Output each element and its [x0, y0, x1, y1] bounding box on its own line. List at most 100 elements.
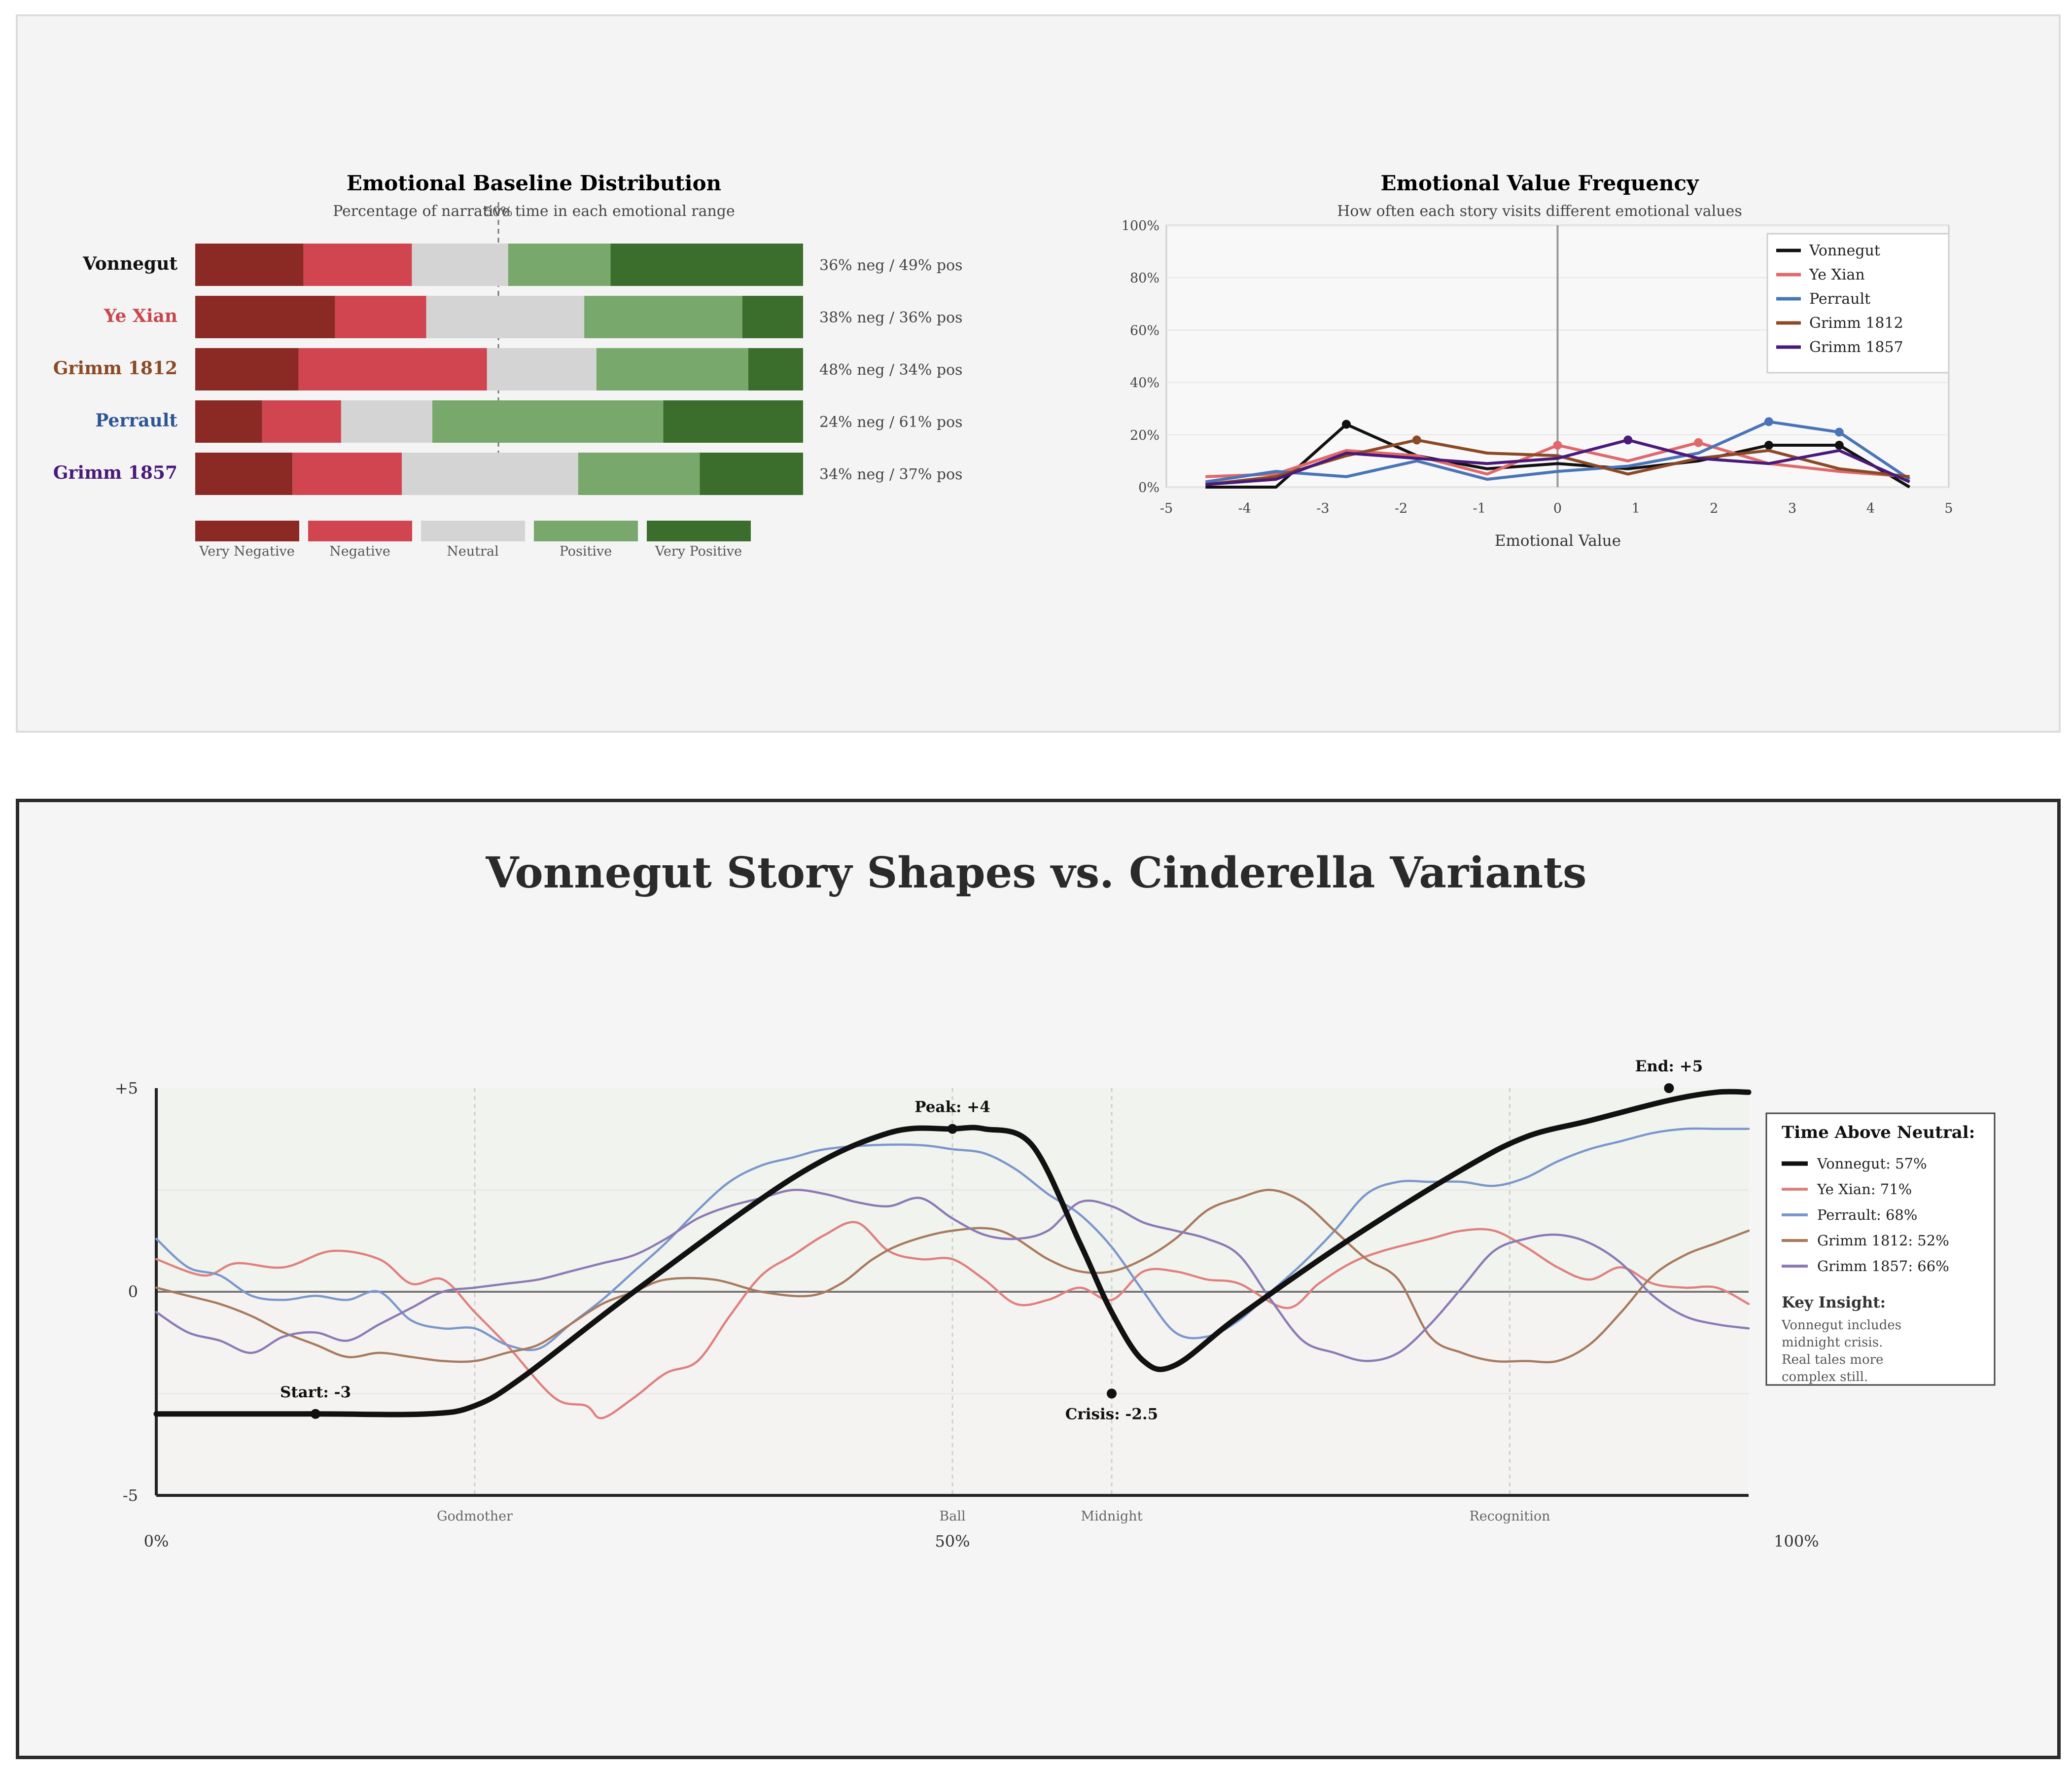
- bar-segment: [596, 348, 749, 390]
- bar-segment: [584, 296, 742, 338]
- legend-label: Perrault: [1809, 290, 1870, 308]
- series-point: [1764, 441, 1773, 450]
- bar-segment: [262, 400, 341, 443]
- x-tick-label: 3: [1788, 501, 1796, 516]
- event-label: Recognition: [1469, 1509, 1550, 1524]
- legend-swatch: [421, 521, 525, 541]
- series-point: [1834, 441, 1844, 450]
- legend-label: Perrault: 68%: [1817, 1206, 1917, 1223]
- legend-swatch: [534, 521, 638, 541]
- insight-title: Key Insight:: [1782, 1294, 1886, 1311]
- bar-segment: [578, 453, 700, 495]
- x-tick-label: -1: [1473, 501, 1486, 516]
- insight-line: midnight crisis.: [1782, 1335, 1883, 1350]
- x-tick-label: 50%: [935, 1532, 970, 1551]
- legend-label: Grimm 1812: [1809, 315, 1903, 332]
- x-tick-label: 100%: [1774, 1532, 1819, 1551]
- annotation-point: [948, 1124, 957, 1134]
- annotation-point: [1107, 1388, 1117, 1399]
- bar-segment: [195, 400, 262, 443]
- legend-label: Very Negative: [199, 544, 294, 559]
- series-line: [153, 1089, 1752, 1417]
- series-line: [1205, 423, 1911, 489]
- row-summary: 36% neg / 49% pos: [819, 257, 963, 274]
- event-label: Godmother: [437, 1509, 513, 1524]
- chart-title: Emotional Value Frequency: [1380, 171, 1699, 195]
- bar-segment: [432, 400, 664, 443]
- series-point: [1342, 420, 1351, 429]
- bar-segment: [610, 244, 803, 286]
- legend-label: Ye Xian: [1809, 266, 1865, 283]
- bar-segment: [663, 400, 803, 443]
- bar-segment: [742, 296, 803, 338]
- x-axis-label: Emotional Value: [1495, 532, 1621, 550]
- bar-segment: [508, 244, 611, 286]
- series-line: [155, 1189, 1750, 1362]
- event-label: Midnight: [1081, 1509, 1142, 1524]
- legend-label: Ye Xian: 71%: [1817, 1181, 1912, 1198]
- baseline-distribution-chart: Emotional Baseline Distribution Percenta…: [53, 171, 963, 559]
- chart-subtitle: Percentage of narrative time in each emo…: [333, 203, 735, 220]
- series-line: [155, 1127, 1750, 1351]
- annotation-label: Start: -3: [280, 1383, 351, 1401]
- bar-segment: [487, 348, 597, 390]
- y-tick-label: +5: [115, 1079, 138, 1098]
- bar-segment: [195, 453, 293, 495]
- series-line: [155, 1189, 1750, 1364]
- series-line: [1205, 438, 1910, 486]
- legend-swatch: [195, 521, 299, 541]
- x-tick-label: -4: [1238, 501, 1251, 516]
- legend-label: Neutral: [447, 544, 498, 559]
- bar-segment: [426, 296, 585, 338]
- legend-swatch: [647, 521, 751, 541]
- insight-line: complex still.: [1782, 1370, 1868, 1384]
- insight-line: Vonnegut includes: [1781, 1318, 1901, 1333]
- y-tick-label: 60%: [1130, 323, 1159, 338]
- row-label: Vonnegut: [82, 253, 177, 274]
- series-point: [1623, 435, 1633, 445]
- bar-segment: [341, 400, 432, 443]
- row-label: Ye Xian: [104, 306, 177, 326]
- chart-title: Vonnegut Story Shapes vs. Cinderella Var…: [486, 848, 1587, 898]
- event-label: Ball: [939, 1509, 965, 1524]
- y-tick-label: 100%: [1122, 218, 1159, 234]
- legend-label: Grimm 1857: [1809, 339, 1903, 356]
- legend-label: Negative: [329, 544, 390, 559]
- y-tick-label: 20%: [1130, 428, 1159, 443]
- series-line: [1205, 420, 1911, 484]
- bar-segment: [195, 296, 335, 338]
- legend-title: Time Above Neutral:: [1782, 1123, 1975, 1142]
- series-point: [1553, 441, 1562, 450]
- row-summary: 38% neg / 36% pos: [819, 309, 963, 326]
- chart-title: Emotional Baseline Distribution: [347, 171, 721, 195]
- bar-segment: [402, 453, 578, 495]
- x-tick-label: 4: [1866, 501, 1875, 516]
- bar-segment: [335, 296, 426, 338]
- bar-segment: [195, 244, 304, 286]
- bar-segment: [303, 244, 412, 286]
- story-shapes-chart: Vonnegut Story Shapes vs. Cinderella Var…: [115, 848, 1996, 1551]
- row-summary: 24% neg / 61% pos: [819, 414, 963, 431]
- x-tick-label: -2: [1395, 501, 1407, 516]
- x-tick-label: -3: [1316, 501, 1329, 516]
- fifty-percent-label: 50%: [484, 205, 513, 219]
- y-tick-label: 80%: [1130, 271, 1159, 286]
- annotation-point: [311, 1409, 320, 1419]
- row-label: Grimm 1857: [53, 462, 177, 483]
- legend-box: [1766, 233, 1950, 374]
- bar-segment: [298, 348, 487, 390]
- y-tick-label: -5: [123, 1486, 138, 1505]
- annotation-label: Peak: +4: [914, 1098, 990, 1116]
- row-summary: 48% neg / 34% pos: [819, 361, 963, 379]
- x-tick-label: 0: [1553, 501, 1562, 516]
- bar-segment: [195, 348, 299, 390]
- annotation-label: Crisis: -2.5: [1065, 1406, 1159, 1423]
- legend-swatch: [308, 521, 412, 541]
- bar-segment: [748, 348, 803, 390]
- series-point: [1412, 435, 1421, 445]
- legend-box: [1765, 1112, 1996, 1386]
- legend-label: Grimm 1812: 52%: [1817, 1232, 1949, 1249]
- x-tick-label: 0%: [144, 1532, 169, 1551]
- y-tick-label: 40%: [1130, 376, 1159, 391]
